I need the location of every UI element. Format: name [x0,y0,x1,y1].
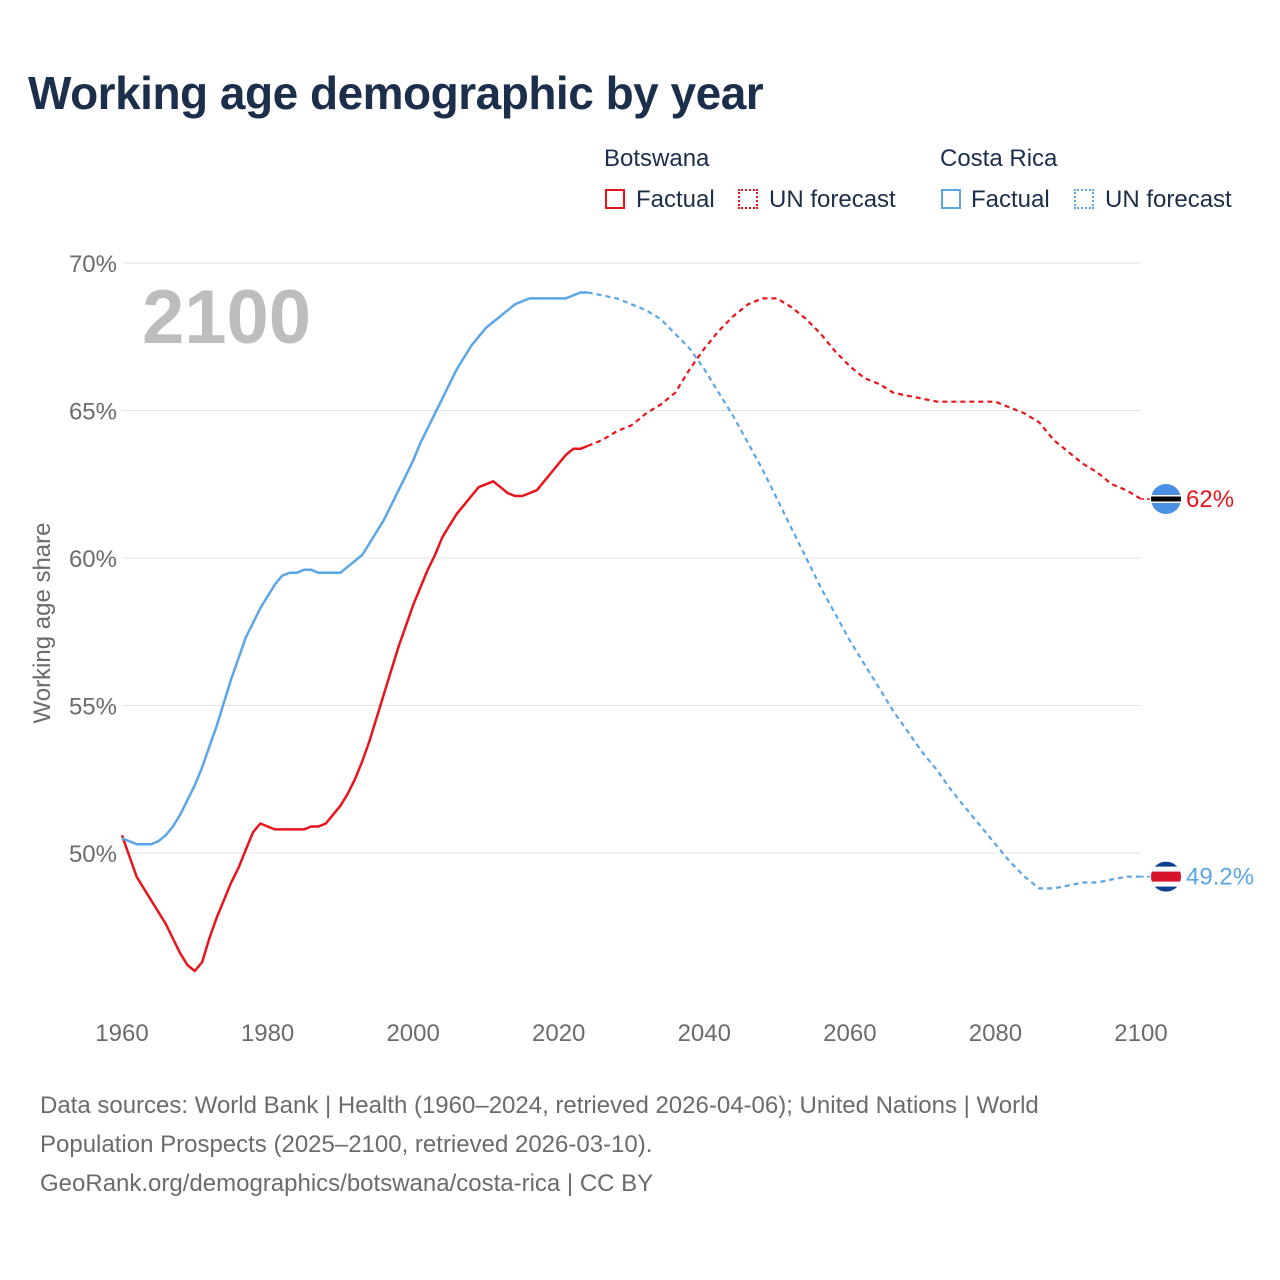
line-chart: 50% 55% 60% 65% 70% 1960 1980 2000 2020 2040 2060… [29,251,1254,1047]
costa-rica-factual-line [121,291,588,846]
flag-band-red [1151,871,1181,882]
y-tick-label-55: 55% [69,694,117,721]
y-tick-label-60: 60% [69,546,117,573]
botswana-end-value-label: 62% [1186,486,1234,513]
y-axis-label: Working age share [29,523,56,724]
x-tick-label-2080: 2080 [969,1020,1022,1047]
source-line-1: Data sources: World Bank | Health (1960–… [40,1092,1039,1119]
x-tick-label-2000: 2000 [386,1020,439,1047]
data-sources: Data sources: World Bank | Health (1960–… [40,1086,1240,1203]
x-tick-label-2040: 2040 [678,1020,731,1047]
botswana-flag-icon [1151,484,1181,514]
costa-rica-forecast-line [587,291,1141,890]
y-tick-label-70: 70% [69,251,117,278]
costa-rica-end-value-label: 49.2% [1186,864,1254,891]
botswana-factual-line [120,444,589,973]
chart-title: Working age demographic by year [28,67,764,119]
x-tick-label-2020: 2020 [532,1020,585,1047]
x-tick-label-1960: 1960 [95,1020,148,1047]
botswana-forecast-line [587,297,1142,500]
y-tick-label-65: 65% [69,399,117,426]
year-watermark: 2100 [142,275,311,360]
x-tick-label-2060: 2060 [823,1020,876,1047]
costa-rica-flag-icon [1151,861,1181,892]
source-line-3[interactable]: GeoRank.org/demographics/botswana/costa-… [40,1170,654,1197]
y-tick-label-50: 50% [69,841,117,868]
flag-band-black [1151,496,1181,502]
source-line-2: Population Prospects (2025–2100, retriev… [40,1131,653,1158]
x-tick-label-2100: 2100 [1114,1020,1167,1047]
x-tick-label-1980: 1980 [241,1020,294,1047]
